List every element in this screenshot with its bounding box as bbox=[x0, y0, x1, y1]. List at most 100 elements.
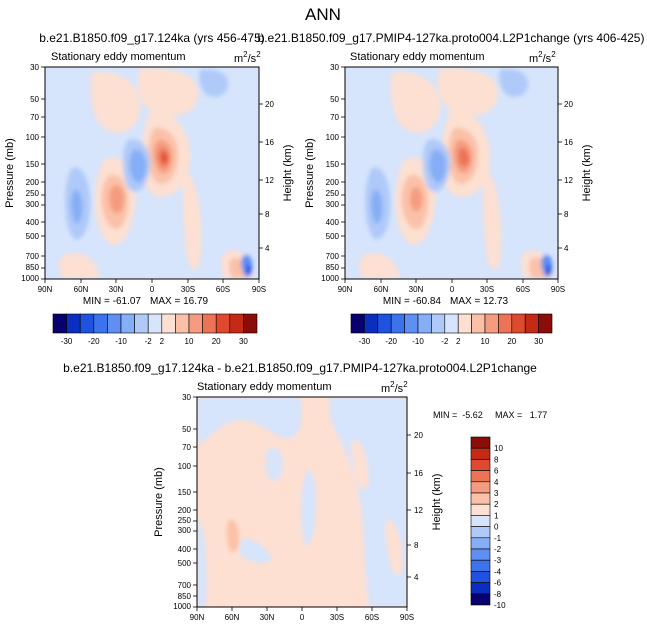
p1-height-tick: 12 bbox=[265, 176, 274, 185]
p2-height-tick: 12 bbox=[564, 176, 573, 185]
p3-pressure-tick: 200 bbox=[178, 506, 192, 515]
p3-min-label: MIN = -5.62 bbox=[433, 410, 483, 420]
p3-height-tick: 8 bbox=[414, 541, 419, 550]
p3-x-tick: 90N bbox=[190, 613, 205, 622]
colorbar-label: 1 bbox=[494, 511, 499, 520]
colorbar-swatch bbox=[511, 313, 526, 334]
panel-3-title: b.e21.B1850.f09_g17.124ka - b.e21.B1850.… bbox=[63, 361, 537, 375]
p2-pressure-tick: 500 bbox=[326, 232, 340, 241]
p1-pressure-tick: 50 bbox=[30, 95, 39, 104]
colorbar-swatch bbox=[470, 548, 491, 561]
p1-x-tick: 60N bbox=[74, 285, 89, 294]
p3-x-tick: 60S bbox=[365, 613, 379, 622]
colorbar-swatch bbox=[470, 571, 491, 583]
p2-x-tick: 90S bbox=[551, 285, 565, 294]
p2-pressure-tick: 700 bbox=[326, 252, 340, 261]
p2-max-label: MAX = 12.73 bbox=[450, 296, 509, 307]
p2-height-tick: 16 bbox=[564, 138, 573, 147]
p2-pressure-tick: 400 bbox=[326, 218, 340, 227]
panel-1-subtitle: Stationary eddy momentum bbox=[51, 51, 186, 63]
colorbar-label: 3 bbox=[494, 489, 499, 498]
p1-pressure-tick: 500 bbox=[26, 232, 40, 241]
p2-x-tick: 60N bbox=[374, 285, 389, 294]
figure-title: ANN bbox=[305, 5, 341, 24]
colorbar-swatch bbox=[470, 492, 491, 505]
p3-x-tick: 60N bbox=[225, 613, 240, 622]
p1-pressure-tick: 70 bbox=[30, 113, 39, 122]
panel-1: b.e21.B1850.f09_g17.124ka (yrs 456-475) … bbox=[4, 31, 294, 346]
colorbar-swatch bbox=[202, 313, 217, 334]
p3-pressure-tick: 250 bbox=[178, 516, 192, 525]
p2-pressure-tick: 850 bbox=[326, 263, 340, 272]
p2-pressure-tick: 150 bbox=[326, 160, 340, 169]
p2-ylabel-left: Pressure (mb) bbox=[304, 138, 316, 208]
colorbar-swatch bbox=[470, 459, 491, 471]
p2-x-tick: 30N bbox=[409, 285, 424, 294]
p1-pressure-tick: 100 bbox=[26, 133, 40, 142]
colorbar-swatch bbox=[470, 470, 491, 483]
p2-x-tick: 30S bbox=[480, 285, 494, 294]
p1-ylabel-right: Height (km) bbox=[282, 145, 294, 202]
colorbar-swatch bbox=[470, 436, 491, 449]
colorbar-label: 0 bbox=[494, 523, 499, 532]
colorbar-label: -1 bbox=[494, 534, 502, 543]
panel-1-title: b.e21.B1850.f09_g17.124ka (yrs 456-475) bbox=[39, 31, 265, 45]
p1-pressure-tick: 250 bbox=[26, 189, 40, 198]
colorbar-label: 10 bbox=[494, 444, 503, 453]
p3-ylabel-right: Height (km) bbox=[431, 474, 443, 531]
colorbar-label: -2 bbox=[145, 337, 153, 346]
colorbar-label: -10 bbox=[115, 337, 127, 346]
p3-pressure-tick: 70 bbox=[182, 443, 191, 452]
p2-pressure-tick: 300 bbox=[326, 200, 340, 209]
p1-pressure-tick: 200 bbox=[26, 178, 40, 187]
colorbar-label: -8 bbox=[494, 590, 502, 599]
colorbar-label: 20 bbox=[212, 337, 221, 346]
panel-3-subtitle: Stationary eddy momentum bbox=[197, 381, 332, 393]
p2-ylabel-right: Height (km) bbox=[581, 145, 593, 202]
p3-height-tick: 12 bbox=[414, 506, 423, 515]
p1-pressure-tick: 700 bbox=[26, 252, 40, 261]
panel-2-units: m2/s2 bbox=[529, 50, 556, 65]
colorbar-label: 2 bbox=[456, 337, 461, 346]
colorbar-swatch bbox=[470, 593, 491, 606]
p1-max-label: MAX = 16.79 bbox=[150, 296, 209, 307]
colorbar-swatch bbox=[470, 515, 491, 527]
colorbar-swatch bbox=[79, 313, 95, 334]
colorbar-swatch bbox=[107, 313, 122, 334]
panel-2-field bbox=[345, 67, 558, 279]
p1-height-tick: 16 bbox=[265, 138, 274, 147]
colorbar-label: 20 bbox=[507, 337, 516, 346]
p2-height-tick: 4 bbox=[564, 244, 569, 253]
colorbar-swatch bbox=[470, 537, 491, 550]
panel-1-colorbar: -30 -20 -10 -2 2 10 20 30 bbox=[52, 313, 258, 346]
colorbar-label: -20 bbox=[385, 337, 397, 346]
colorbar-label: -20 bbox=[88, 337, 100, 346]
colorbar-swatch bbox=[364, 313, 379, 334]
colorbar-swatch bbox=[470, 447, 491, 460]
colorbar-swatch bbox=[350, 313, 365, 334]
p1-pressure-tick: 150 bbox=[26, 160, 40, 169]
colorbar-swatch bbox=[538, 313, 553, 334]
colorbar-label: 30 bbox=[534, 337, 543, 346]
p3-x-tick: 0 bbox=[300, 613, 305, 622]
panel-2-colorbar: -30 -20 -10 -2 2 10 20 30 bbox=[350, 313, 553, 346]
colorbar-label: 2 bbox=[494, 500, 499, 509]
p2-pressure-tick: 70 bbox=[330, 113, 339, 122]
colorbar-swatch bbox=[498, 313, 513, 334]
colorbar-label: -3 bbox=[494, 556, 502, 565]
p3-height-tick: 16 bbox=[414, 469, 423, 478]
colorbar-swatch bbox=[417, 313, 432, 334]
p3-height-tick: 4 bbox=[414, 573, 419, 582]
panel-2-subtitle: Stationary eddy momentum bbox=[350, 51, 485, 63]
p3-pressure-tick: 400 bbox=[178, 545, 192, 554]
colorbar-label: -30 bbox=[61, 337, 73, 346]
p2-pressure-tick: 200 bbox=[326, 178, 340, 187]
colorbar-swatch bbox=[470, 582, 491, 595]
colorbar-swatch bbox=[175, 313, 190, 334]
colorbar-swatch bbox=[444, 313, 459, 334]
colorbar-swatch bbox=[147, 313, 163, 334]
colorbar-swatch bbox=[52, 313, 67, 334]
colorbar-label: 6 bbox=[494, 467, 499, 476]
p1-pressure-tick: 30 bbox=[30, 63, 39, 72]
